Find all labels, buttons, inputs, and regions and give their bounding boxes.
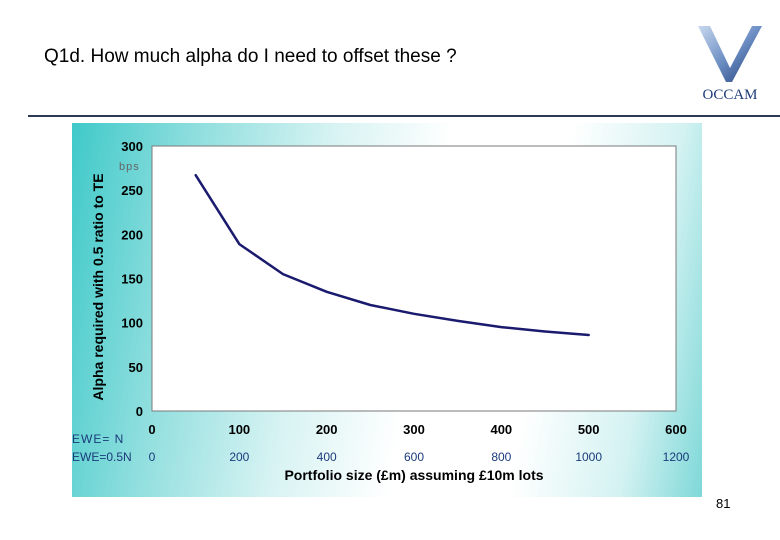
x-axis-title: Portfolio size (£m) assuming £10m lots bbox=[284, 467, 543, 483]
y-tick-label: 0 bbox=[136, 404, 143, 419]
x-tick-label: 500 bbox=[578, 422, 600, 437]
x-tick-label: 400 bbox=[490, 422, 512, 437]
secondary-tick-label: 600 bbox=[404, 450, 424, 464]
secondary-tick-label: 200 bbox=[229, 450, 249, 464]
y-tick-label: 50 bbox=[129, 360, 143, 375]
x-tick-label: 300 bbox=[403, 422, 425, 437]
secondary-tick-label: 1000 bbox=[575, 450, 602, 464]
y-tick-label: 150 bbox=[121, 272, 143, 287]
page-number: 81 bbox=[716, 496, 731, 511]
y-tick-label: 200 bbox=[121, 227, 143, 242]
occam-logo: OCCAM bbox=[698, 26, 762, 103]
y-axis-title: Alpha required with 0.5 ratio to TE bbox=[90, 173, 106, 400]
secondary-tick-label: 0 bbox=[149, 450, 156, 464]
series-line bbox=[194, 173, 590, 337]
y-tick-label: 100 bbox=[121, 316, 143, 331]
chart-panel: 0 50 100 150 200 250 300 0 100 200 300 400 500 600 0… bbox=[72, 123, 702, 497]
logo-wordmark: OCCAM bbox=[702, 87, 757, 103]
y-tick-label: 250 bbox=[121, 183, 143, 198]
secondary-tick-label: 1200 bbox=[663, 450, 690, 464]
y-tick-label: 300 bbox=[121, 139, 143, 154]
x-tick-label: 100 bbox=[228, 422, 250, 437]
secondary-tick-label: 800 bbox=[491, 450, 511, 464]
title-divider bbox=[28, 115, 780, 117]
secondary-tick-label: 400 bbox=[317, 450, 337, 464]
x-tick-label: 600 bbox=[665, 422, 687, 437]
y-axis: 0 50 100 150 200 250 300 bbox=[121, 139, 143, 419]
x-tick-label: 200 bbox=[316, 422, 338, 437]
x-axis: 0 100 200 300 400 500 600 bbox=[148, 422, 686, 437]
secondary-row1-label: EWE= N bbox=[72, 432, 124, 446]
secondary-x-axis: 0 200 400 600 800 1000 1200 bbox=[149, 450, 690, 464]
plot-area bbox=[151, 145, 677, 412]
slide-title: Q1d. How much alpha do I need to offset … bbox=[44, 46, 457, 67]
chart-svg: 0 50 100 150 200 250 300 0 100 200 300 400 500 600 0… bbox=[72, 139, 690, 483]
logo-v-mark bbox=[698, 26, 762, 82]
secondary-row2-label: EWE=0.5N bbox=[72, 450, 132, 464]
x-tick-label: 0 bbox=[148, 422, 155, 437]
series-layer bbox=[194, 173, 590, 337]
unit-label: bps bbox=[119, 161, 140, 173]
